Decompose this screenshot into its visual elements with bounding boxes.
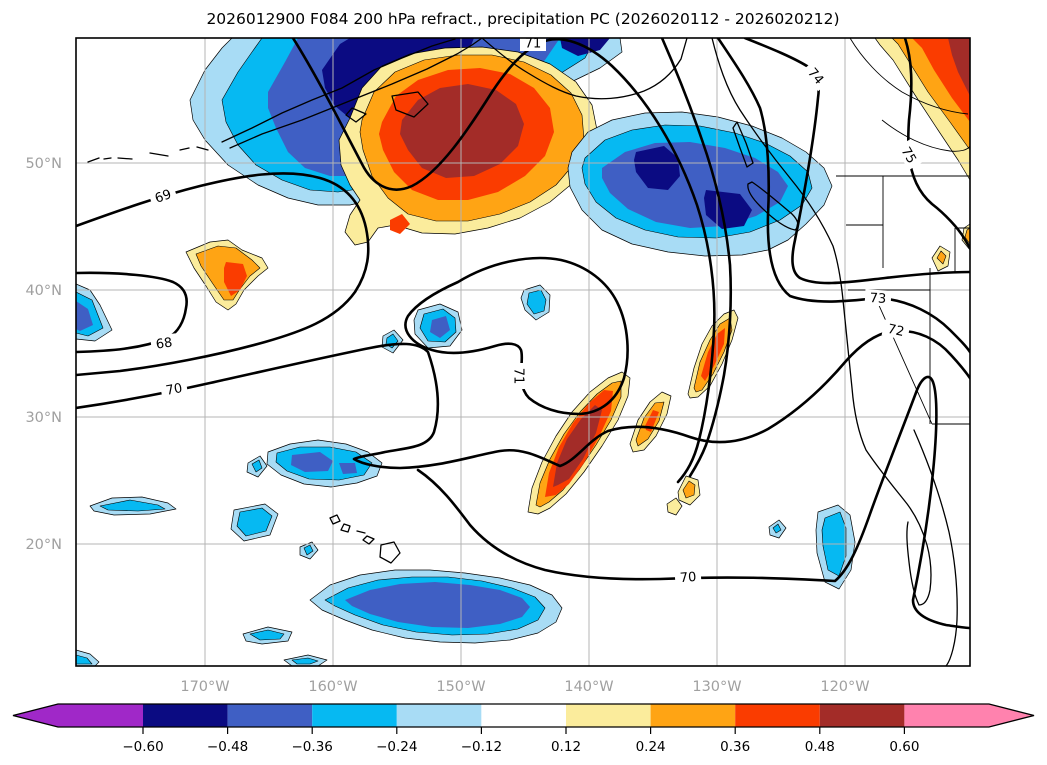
lon-label-170w: 170°W bbox=[180, 679, 229, 695]
colorbar-tick-label: 0.60 bbox=[889, 739, 919, 755]
colorbar-tick-label: 0.12 bbox=[551, 739, 581, 755]
colorbar-tick-label: 0.48 bbox=[805, 739, 835, 755]
label-bg bbox=[520, 35, 546, 51]
lat-label-50n: 50°N bbox=[25, 156, 62, 172]
colorbar-cell-right-arrow bbox=[904, 704, 1034, 727]
lat-label-20n: 20°N bbox=[25, 537, 62, 553]
label-bg bbox=[895, 139, 923, 171]
label-bg bbox=[881, 319, 911, 341]
colorbar-outline bbox=[12, 703, 1035, 728]
label-bg bbox=[511, 363, 527, 389]
contour-label-70-west: 70 bbox=[165, 381, 184, 399]
contour-69 bbox=[76, 172, 370, 377]
contour-label-68: 68 bbox=[155, 335, 173, 352]
haida-gwaii-island bbox=[732, 121, 754, 168]
mexico-mainland-coast bbox=[913, 429, 958, 666]
shaded-anomaly-regions bbox=[76, 38, 970, 666]
contour-label-71-loop: 71 bbox=[511, 368, 526, 385]
anomaly-gulf-alaska-positive bbox=[338, 46, 598, 246]
lon-label-120w: 120°W bbox=[820, 679, 869, 695]
vancouver-island bbox=[747, 181, 799, 231]
label-bg bbox=[674, 568, 702, 586]
colorbar-cell-left-arrow bbox=[13, 704, 143, 727]
bc-west-coast bbox=[711, 38, 932, 606]
anomaly-topright-positive bbox=[874, 38, 970, 181]
lat-label-40n: 40°N bbox=[25, 283, 62, 299]
lon-label-150w: 150°W bbox=[436, 679, 485, 695]
colorbar-cell bbox=[819, 704, 905, 727]
anomaly-west-positive bbox=[185, 239, 269, 311]
anomaly-leftedge-negative bbox=[76, 283, 113, 342]
colorbar-tick-label: −0.24 bbox=[376, 739, 417, 755]
label-bg bbox=[864, 289, 892, 307]
contour-label-70-south: 70 bbox=[679, 570, 697, 586]
colorbar-tick-label: 0.36 bbox=[720, 739, 750, 755]
contour-70-south bbox=[416, 375, 970, 630]
map-frame bbox=[75, 37, 971, 667]
contour-label-69: 69 bbox=[153, 187, 174, 207]
lat-label-30n: 30°N bbox=[25, 410, 62, 426]
alaska-peninsula-coast bbox=[221, 38, 483, 149]
axis-labels: 50°N 40°N 30°N 20°N 170°W 160°W 150°W 14… bbox=[25, 156, 869, 695]
contour-label-71-north: 71 bbox=[525, 37, 542, 52]
contour-label-73: 73 bbox=[869, 291, 886, 307]
lon-label-160w: 160°W bbox=[308, 679, 357, 695]
aleutian-islands-coast bbox=[87, 146, 209, 163]
colorbar-tick-label: −0.12 bbox=[461, 739, 502, 755]
state-borders bbox=[836, 175, 970, 425]
colorbar-cell bbox=[143, 704, 228, 727]
colorbar-tick-label: −0.60 bbox=[122, 739, 163, 755]
label-bg bbox=[801, 60, 831, 92]
contour-labels: 69 68 70 70 71 71 72 73 74 75 bbox=[148, 35, 923, 586]
anomaly-baja-negative bbox=[768, 504, 856, 590]
anomaly-rightedge-positives bbox=[931, 223, 970, 272]
kodiak-island bbox=[345, 91, 429, 123]
coastlines bbox=[87, 38, 970, 666]
label-bg bbox=[150, 333, 178, 353]
gulf-alaska-coast bbox=[481, 38, 688, 100]
anomaly-central-small-negatives bbox=[381, 284, 551, 354]
label-bg bbox=[148, 184, 178, 208]
colorbar-tick-label: −0.36 bbox=[292, 739, 333, 755]
contour-68 bbox=[76, 271, 188, 354]
colorbar-cell bbox=[650, 704, 736, 727]
contour-71-north bbox=[291, 38, 716, 484]
river-lines bbox=[849, 38, 970, 152]
contour-label-72: 72 bbox=[886, 322, 905, 340]
contour-70-west bbox=[76, 329, 970, 470]
contour-73 bbox=[716, 38, 970, 354]
colorbar-cell bbox=[566, 704, 651, 727]
anomaly-subtropical-positive bbox=[527, 371, 701, 516]
page-title: 2026012900 F084 200 hPa refract., precip… bbox=[206, 10, 839, 28]
gridlines bbox=[76, 38, 970, 666]
colorbar-ticks bbox=[142, 727, 906, 734]
contour-75 bbox=[903, 38, 970, 250]
anomaly-north-hawaii-negative bbox=[89, 439, 383, 560]
colorbar-tick-label: −0.48 bbox=[207, 739, 248, 755]
contour-72-descent bbox=[660, 38, 733, 478]
colorbar-cell bbox=[227, 704, 313, 727]
refractivity-contours bbox=[76, 38, 970, 630]
anomaly-south-hawaii-negative bbox=[76, 569, 563, 666]
label-bg bbox=[159, 378, 189, 400]
colorbar: −0.60 −0.48 −0.36 −0.24 −0.12 0.12 0.24 … bbox=[12, 703, 1035, 755]
colorbar-cell bbox=[396, 704, 482, 727]
contour-71-loop bbox=[404, 256, 629, 416]
colorbar-tick-label: 0.24 bbox=[636, 739, 666, 755]
colorbar-cell bbox=[312, 704, 397, 727]
colorbar-cell bbox=[481, 704, 566, 727]
lon-label-130w: 130°W bbox=[692, 679, 741, 695]
lon-label-140w: 140°W bbox=[564, 679, 613, 695]
colorbar-cell bbox=[735, 704, 820, 727]
hawaii-islands bbox=[329, 514, 401, 564]
contour-label-75: 75 bbox=[898, 145, 919, 167]
colorbar-tick-labels: −0.60 −0.48 −0.36 −0.24 −0.12 0.12 0.24 … bbox=[122, 739, 919, 755]
